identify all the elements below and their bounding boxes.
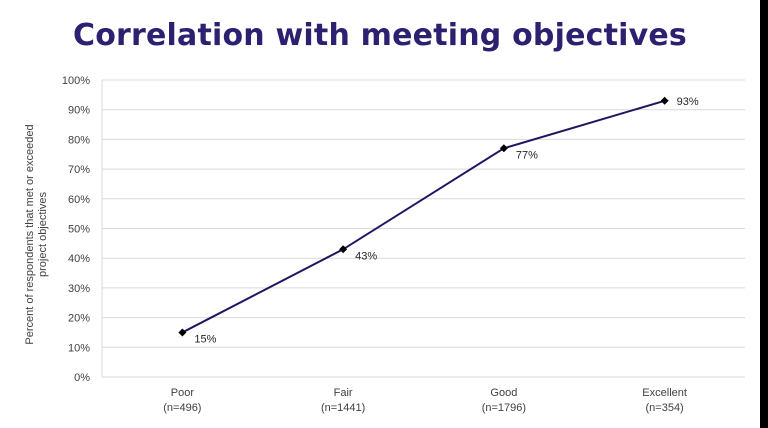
y-axis-label-line: Percent of respondents that met or excee… xyxy=(24,124,36,344)
data-labels: 15% 43% 77% 93% xyxy=(194,96,698,346)
x-tick-label: Fair xyxy=(334,387,353,399)
series-line xyxy=(181,99,665,334)
y-tick-label: 60% xyxy=(68,194,90,206)
x-tick-sublabel: (n=1441) xyxy=(321,402,365,414)
y-tick-label: 80% xyxy=(68,134,90,146)
y-axis-label: Percent of respondents that met or excee… xyxy=(24,124,49,344)
x-tick-sublabel: (n=354) xyxy=(646,402,684,414)
x-tick-label: Excellent xyxy=(642,387,687,399)
data-point-marker xyxy=(178,328,187,337)
y-tick-label: 70% xyxy=(68,164,90,176)
y-tick-label: 20% xyxy=(68,313,90,325)
data-point-marker xyxy=(660,96,669,105)
x-tick-sublabel: (n=496) xyxy=(163,402,201,414)
y-tick-label: 90% xyxy=(68,105,90,117)
x-tick-label: Poor xyxy=(171,387,195,399)
data-point-marker xyxy=(499,144,508,153)
x-axis-ticks: Poor (n=496) Fair (n=1441) Good (n=1796) Excel… xyxy=(163,387,687,414)
y-tick-label: 100% xyxy=(62,75,90,87)
data-label: 77% xyxy=(516,149,538,161)
data-label: 15% xyxy=(194,333,216,345)
x-tick-sublabel: (n=1796) xyxy=(482,402,526,414)
data-label: 43% xyxy=(355,250,377,262)
gridlines xyxy=(101,79,745,378)
y-axis-ticks: 0% 10% 20% 30% 40% 50% 60% 70% 80% 90% 100% xyxy=(62,75,90,384)
y-tick-label: 50% xyxy=(68,224,90,236)
y-axis-label-line: project objectives xyxy=(37,192,49,277)
data-label: 93% xyxy=(677,96,699,108)
data-point-marker xyxy=(339,245,348,254)
y-tick-label: 0% xyxy=(74,372,90,384)
series xyxy=(178,96,669,337)
y-tick-label: 10% xyxy=(68,342,90,354)
y-tick-label: 40% xyxy=(68,253,90,265)
chart-title: Correlation with meeting objectives xyxy=(72,18,687,53)
y-tick-label: 30% xyxy=(68,283,90,295)
x-tick-label: Good xyxy=(490,387,517,399)
